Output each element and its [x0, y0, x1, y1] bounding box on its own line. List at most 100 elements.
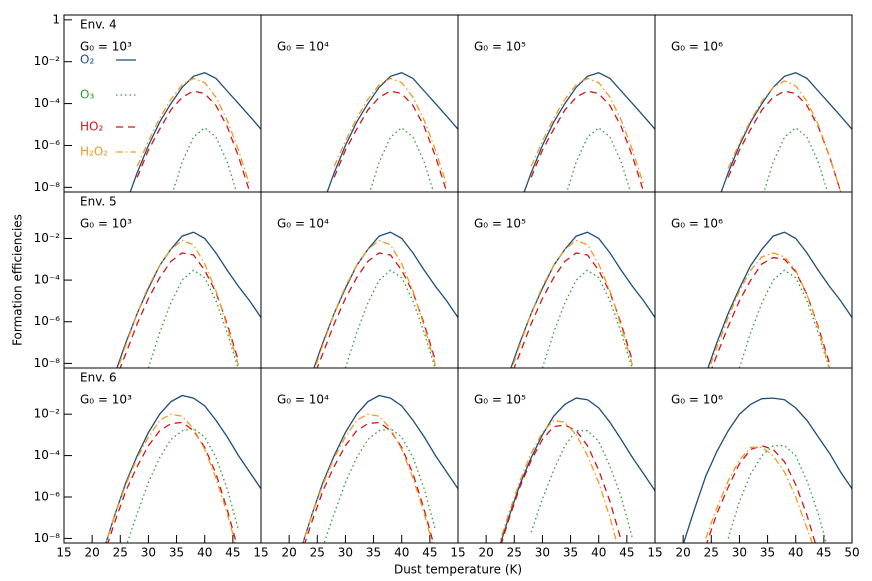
x-tick-label: 40: [788, 546, 803, 560]
series-line: [316, 252, 437, 368]
series-line: [523, 71, 655, 192]
y-tick-label: 10⁻⁶: [34, 314, 61, 328]
series-line: [136, 90, 251, 192]
series-line: [333, 77, 448, 186]
series-line: [530, 77, 645, 186]
panel-annotation: G₀ = 10⁶: [671, 393, 723, 407]
series-line: [172, 126, 238, 192]
series-line: [727, 445, 827, 543]
x-tick-label: 20: [282, 546, 297, 560]
legend-label: HO₂: [80, 120, 103, 134]
series-line: [727, 80, 842, 192]
panel-frame: [654, 367, 853, 544]
x-tick-label: 40: [394, 546, 409, 560]
series-line: [302, 394, 458, 543]
x-tick-label: 15: [253, 546, 268, 560]
x-tick-label: 30: [535, 546, 550, 560]
x-tick-label: 30: [141, 546, 156, 560]
x-tick-label: 50: [844, 546, 859, 560]
series-line: [498, 419, 618, 543]
series-line: [711, 256, 831, 368]
legend-label: O₂: [80, 53, 94, 67]
panel-annotation: G₀ = 10⁵: [474, 217, 526, 231]
x-tick-label: 25: [704, 546, 719, 560]
x-tick-label: 35: [563, 546, 578, 560]
series-line: [369, 126, 435, 192]
x-tick-label: 15: [56, 546, 71, 560]
series-line: [705, 446, 813, 543]
series-line: [511, 239, 634, 368]
legend-label: O₃: [80, 88, 94, 102]
series-line: [566, 126, 632, 192]
series-line: [727, 90, 842, 192]
series-line: [313, 231, 458, 368]
x-tick-label: 20: [85, 546, 100, 560]
y-tick-label: 10⁻²: [34, 54, 61, 68]
series-line: [530, 90, 645, 192]
series-line: [117, 239, 240, 368]
x-tick-label: 25: [113, 546, 128, 560]
series-line: [302, 413, 433, 543]
x-tick-label: 40: [197, 546, 212, 560]
panel-annotation: G₀ = 10³: [80, 393, 132, 407]
x-tick-label: 40: [591, 546, 606, 560]
x-tick-label: 45: [816, 546, 831, 560]
panel-annotation: Env. 6: [80, 371, 117, 385]
series-line: [500, 424, 622, 543]
legend-label: H₂O₂: [80, 145, 108, 159]
series-line: [763, 126, 829, 192]
series-line: [129, 71, 261, 192]
panel-annotation: G₀ = 10⁶: [671, 217, 723, 231]
x-tick-label: 45: [225, 546, 240, 560]
series-line: [105, 394, 261, 543]
series-line: [105, 413, 236, 543]
panel-annotation: G₀ = 10⁵: [474, 393, 526, 407]
x-tick-label: 25: [310, 546, 325, 560]
y-tick-label: 10⁻⁸: [34, 180, 61, 194]
x-tick-label: 20: [676, 546, 691, 560]
series-line: [530, 430, 634, 539]
series-line: [344, 269, 436, 368]
x-tick-label: 30: [338, 546, 353, 560]
y-tick-label: 10⁻⁴: [34, 448, 61, 462]
y-tick-label: 10⁻²: [34, 407, 61, 421]
x-tick-label: 45: [422, 546, 437, 560]
series-line: [720, 71, 852, 192]
series-line: [541, 269, 633, 368]
x-tick-label: 30: [732, 546, 747, 560]
y-tick-label: 10⁻⁶: [34, 489, 61, 503]
series-line: [738, 269, 830, 368]
panel-annotation: G₀ = 10⁵: [474, 40, 526, 54]
series-line: [499, 397, 655, 543]
panel-annotation: Env. 4: [80, 18, 117, 32]
series-line: [119, 252, 240, 368]
series-line: [126, 428, 240, 543]
y-tick-label: 10⁻⁴: [34, 96, 61, 110]
y-axis-label: Formation efficiencies: [11, 214, 25, 346]
series-line: [510, 231, 655, 368]
series-line: [333, 90, 448, 192]
panel-annotation: G₀ = 10⁴: [277, 40, 329, 54]
panel-annotation: G₀ = 10⁴: [277, 393, 329, 407]
series-line: [708, 252, 831, 368]
y-tick-label: 10⁻²: [34, 231, 61, 245]
panel-annotation: G₀ = 10⁶: [671, 40, 723, 54]
y-tick-label: 10⁻⁸: [34, 356, 61, 370]
series-line: [314, 239, 437, 368]
series-line: [116, 231, 261, 368]
panel-annotation: G₀ = 10⁴: [277, 217, 329, 231]
series-line: [323, 428, 437, 543]
series-line: [682, 397, 852, 543]
y-tick-label: 1: [52, 12, 60, 26]
x-tick-label: 35: [366, 546, 381, 560]
x-tick-label: 15: [647, 546, 662, 560]
series-line: [147, 269, 239, 368]
series-line: [707, 231, 852, 368]
series-line: [706, 445, 816, 543]
x-tick-label: 35: [760, 546, 775, 560]
y-tick-label: 10⁻⁸: [34, 531, 61, 545]
panel-annotation: G₀ = 10³: [80, 40, 132, 54]
series-line: [326, 71, 458, 192]
